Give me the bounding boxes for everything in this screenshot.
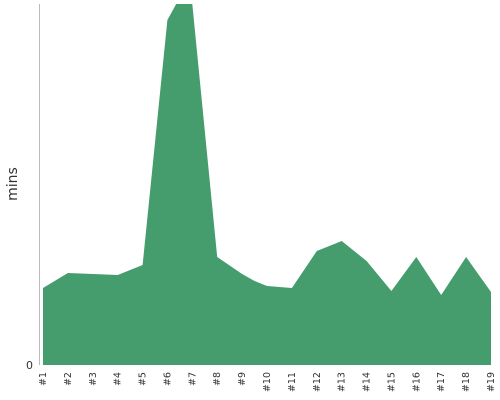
x-tick-label: #8 — [212, 372, 223, 386]
x-tick-label: #10 — [262, 372, 273, 392]
area-series — [43, 4, 491, 365]
x-tick-label: #4 — [113, 372, 124, 386]
x-tick-label: #12 — [312, 372, 323, 392]
x-tick-label: #3 — [88, 372, 99, 386]
x-tick-label: #1 — [38, 372, 49, 386]
x-tick-label: #18 — [461, 372, 472, 392]
x-tick-label: #15 — [386, 372, 397, 392]
x-axis-ticks: #1 #2 #3 #4 #5 #6 #7 #8 #9 #10 #11 #12 #13 #14 #15 #16 #… — [38, 372, 497, 392]
x-tick-label: #2 — [63, 372, 74, 386]
x-tick-label: #5 — [138, 372, 149, 386]
x-tick-label: #16 — [411, 372, 422, 392]
x-tick-label: #6 — [162, 372, 173, 386]
y-tick-label: 0 — [26, 359, 33, 372]
y-axis-label: mins — [5, 167, 21, 201]
x-tick-label: #7 — [187, 372, 198, 386]
y-axis-ticks: 0 — [26, 359, 33, 372]
x-tick-label: #17 — [436, 372, 447, 392]
x-tick-label: #11 — [287, 372, 298, 392]
x-tick-label: #19 — [486, 372, 497, 392]
x-tick-label: #14 — [362, 372, 373, 392]
plot-area — [43, 4, 491, 365]
x-tick-label: #9 — [237, 372, 248, 386]
x-tick-label: #13 — [337, 372, 348, 392]
